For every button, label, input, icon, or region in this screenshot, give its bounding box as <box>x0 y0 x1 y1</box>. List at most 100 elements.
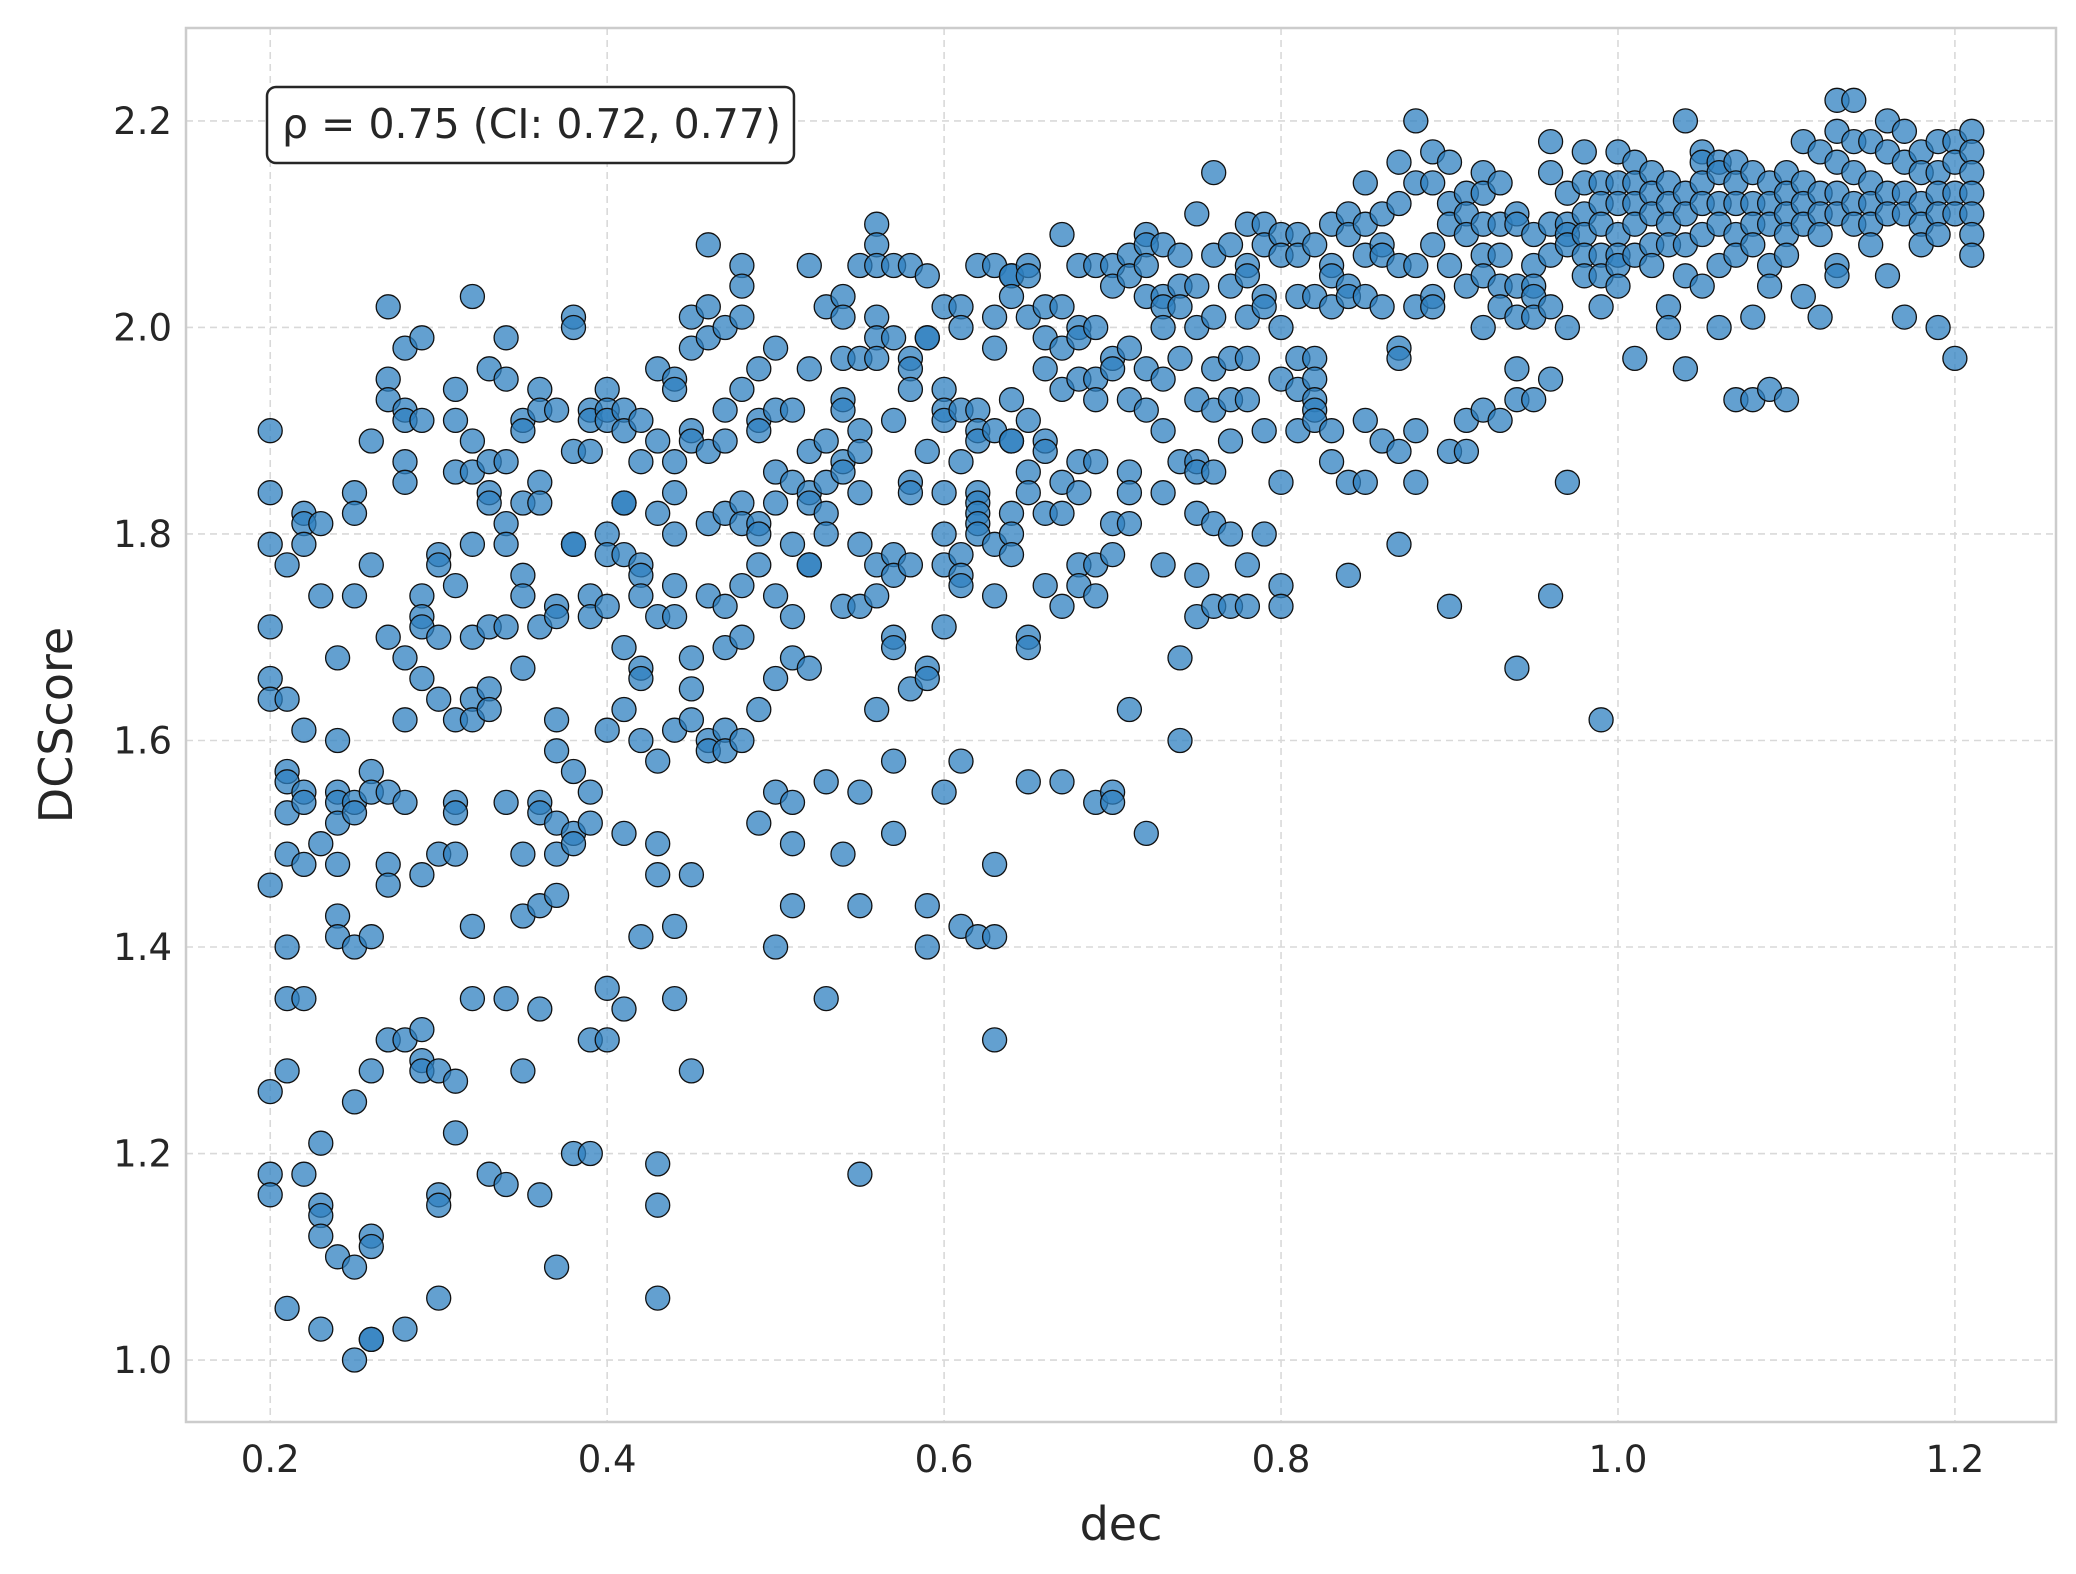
data-point <box>678 707 705 733</box>
data-point <box>880 325 907 351</box>
data-point <box>914 934 940 960</box>
data-point <box>779 893 806 919</box>
data-point <box>1116 480 1143 506</box>
data-point <box>274 1295 300 1322</box>
data-point <box>358 1058 384 1084</box>
x-tick-label: 0.2 <box>241 1438 300 1481</box>
data-point <box>914 893 940 919</box>
data-point <box>1790 283 1816 310</box>
data-point <box>628 727 654 754</box>
data-point <box>1537 366 1564 392</box>
data-point <box>594 1027 620 1053</box>
data-point <box>1032 438 1058 465</box>
data-point <box>1891 304 1918 330</box>
x-tick-label: 1.0 <box>1589 1438 1648 1481</box>
data-point <box>880 748 907 774</box>
x-tick-label: 0.8 <box>1252 1438 1311 1481</box>
data-point <box>813 521 839 547</box>
data-point <box>291 717 317 743</box>
data-point <box>1184 273 1210 299</box>
data-point <box>308 1223 334 1249</box>
x-tick-label: 1.2 <box>1925 1438 1984 1481</box>
data-point <box>476 490 502 516</box>
data-point <box>1217 428 1244 454</box>
data-point <box>796 552 822 578</box>
data-point <box>594 717 620 743</box>
data-point <box>695 294 721 320</box>
data-point <box>493 325 519 351</box>
data-point <box>543 882 570 909</box>
data-point <box>358 1326 384 1353</box>
data-point <box>1639 252 1665 279</box>
data-point <box>746 521 772 547</box>
data-point <box>1807 304 1833 330</box>
annotation-text: ρ = 0.75 (CI: 0.72, 0.77) <box>282 100 781 148</box>
data-point <box>847 531 873 557</box>
data-point <box>948 314 974 341</box>
data-point <box>560 531 587 557</box>
data-point <box>442 841 469 867</box>
data-point <box>645 862 671 888</box>
data-point <box>1740 304 1766 330</box>
data-point <box>1891 118 1918 144</box>
data-point <box>762 335 789 361</box>
data-point <box>1083 314 1109 341</box>
y-tick-labels: 1.0 1.2 1.4 1.6 1.8 2.0 2.2 <box>113 100 172 1382</box>
data-point <box>998 283 1025 310</box>
data-point <box>897 480 924 506</box>
data-point <box>981 583 1008 609</box>
data-point <box>611 820 637 847</box>
data-point <box>1436 149 1463 175</box>
data-point <box>392 789 418 816</box>
data-point <box>1167 727 1193 754</box>
data-point <box>1150 552 1176 578</box>
data-point <box>442 572 469 599</box>
data-point <box>1201 459 1227 485</box>
data-point <box>1083 583 1109 609</box>
data-point <box>594 975 620 1001</box>
data-point <box>847 893 873 919</box>
data-point <box>1504 356 1530 382</box>
data-point <box>459 985 486 1012</box>
data-point <box>1571 139 1597 165</box>
data-point <box>1487 242 1513 268</box>
data-point <box>729 624 755 650</box>
data-point <box>459 283 486 310</box>
data-point <box>1773 242 1800 268</box>
data-point <box>847 1161 873 1187</box>
data-point <box>678 862 705 888</box>
data-point <box>1066 480 1092 506</box>
data-point <box>1756 273 1783 299</box>
data-point <box>1251 294 1277 320</box>
data-point <box>847 480 873 506</box>
data-point <box>1403 108 1429 134</box>
data-point <box>1403 469 1429 495</box>
data-point <box>1133 820 1159 847</box>
data-point <box>392 469 418 495</box>
data-point <box>611 996 637 1022</box>
data-point <box>661 913 688 940</box>
data-point <box>1487 170 1513 196</box>
data-point <box>729 304 755 330</box>
data-point <box>729 376 755 403</box>
data-point <box>628 583 654 609</box>
data-point <box>459 531 486 557</box>
data-point <box>1083 449 1109 475</box>
data-point <box>341 1254 368 1280</box>
plot-frame <box>184 26 2058 1424</box>
data-point <box>274 686 300 712</box>
data-point <box>274 552 300 578</box>
data-point <box>1133 252 1159 279</box>
data-point <box>998 541 1025 568</box>
data-point <box>897 376 924 403</box>
data-point <box>1824 263 1850 289</box>
data-point <box>897 552 924 578</box>
data-point <box>1335 562 1362 588</box>
data-point <box>543 1254 570 1280</box>
x-tick-label: 0.6 <box>915 1438 974 1481</box>
data-point <box>409 1016 435 1043</box>
data-point <box>426 552 452 578</box>
data-point <box>931 521 957 547</box>
data-point <box>493 789 519 816</box>
